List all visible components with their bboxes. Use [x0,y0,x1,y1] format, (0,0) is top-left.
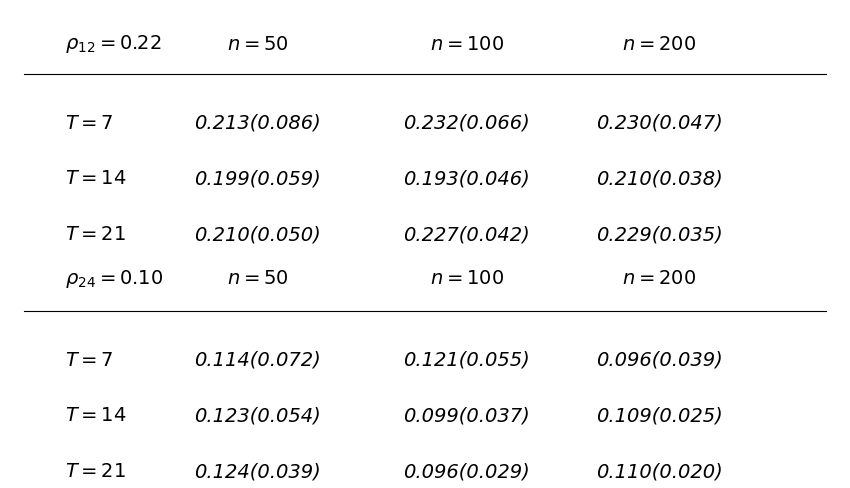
Text: 0.199(0.059): 0.199(0.059) [195,169,321,188]
Text: 0.193(0.046): 0.193(0.046) [404,169,530,188]
Text: $n = 50$: $n = 50$ [227,269,289,288]
Text: $T = 7$: $T = 7$ [65,350,114,369]
Text: 0.110(0.020): 0.110(0.020) [596,462,722,481]
Text: $n = 100$: $n = 100$ [430,35,504,54]
Text: 0.210(0.038): 0.210(0.038) [596,169,722,188]
Text: 0.229(0.035): 0.229(0.035) [596,225,722,244]
Text: 0.227(0.042): 0.227(0.042) [404,225,530,244]
Text: $\rho_{12} = 0.22$: $\rho_{12} = 0.22$ [65,33,162,55]
Text: 0.232(0.066): 0.232(0.066) [404,114,530,133]
Text: 0.114(0.072): 0.114(0.072) [195,350,321,369]
Text: $n = 200$: $n = 200$ [622,269,696,288]
Text: 0.124(0.039): 0.124(0.039) [195,462,321,481]
Text: 0.096(0.039): 0.096(0.039) [596,350,722,369]
Text: $T = 7$: $T = 7$ [65,114,114,133]
Text: $n = 100$: $n = 100$ [430,269,504,288]
Text: $T = 21$: $T = 21$ [65,462,127,481]
Text: 0.096(0.029): 0.096(0.029) [404,462,530,481]
Text: 0.099(0.037): 0.099(0.037) [404,407,530,426]
Text: $T = 21$: $T = 21$ [65,225,127,244]
Text: $n = 200$: $n = 200$ [622,35,696,54]
Text: 0.213(0.086): 0.213(0.086) [195,114,321,133]
Text: $T = 14$: $T = 14$ [65,169,127,188]
Text: 0.109(0.025): 0.109(0.025) [596,407,722,426]
Text: 0.121(0.055): 0.121(0.055) [404,350,530,369]
Text: $n = 50$: $n = 50$ [227,35,289,54]
Text: 0.230(0.047): 0.230(0.047) [596,114,722,133]
Text: 0.123(0.054): 0.123(0.054) [195,407,321,426]
Text: 0.210(0.050): 0.210(0.050) [195,225,321,244]
Text: $\rho_{24} = 0.10$: $\rho_{24} = 0.10$ [65,268,164,290]
Text: $T = 14$: $T = 14$ [65,407,127,426]
